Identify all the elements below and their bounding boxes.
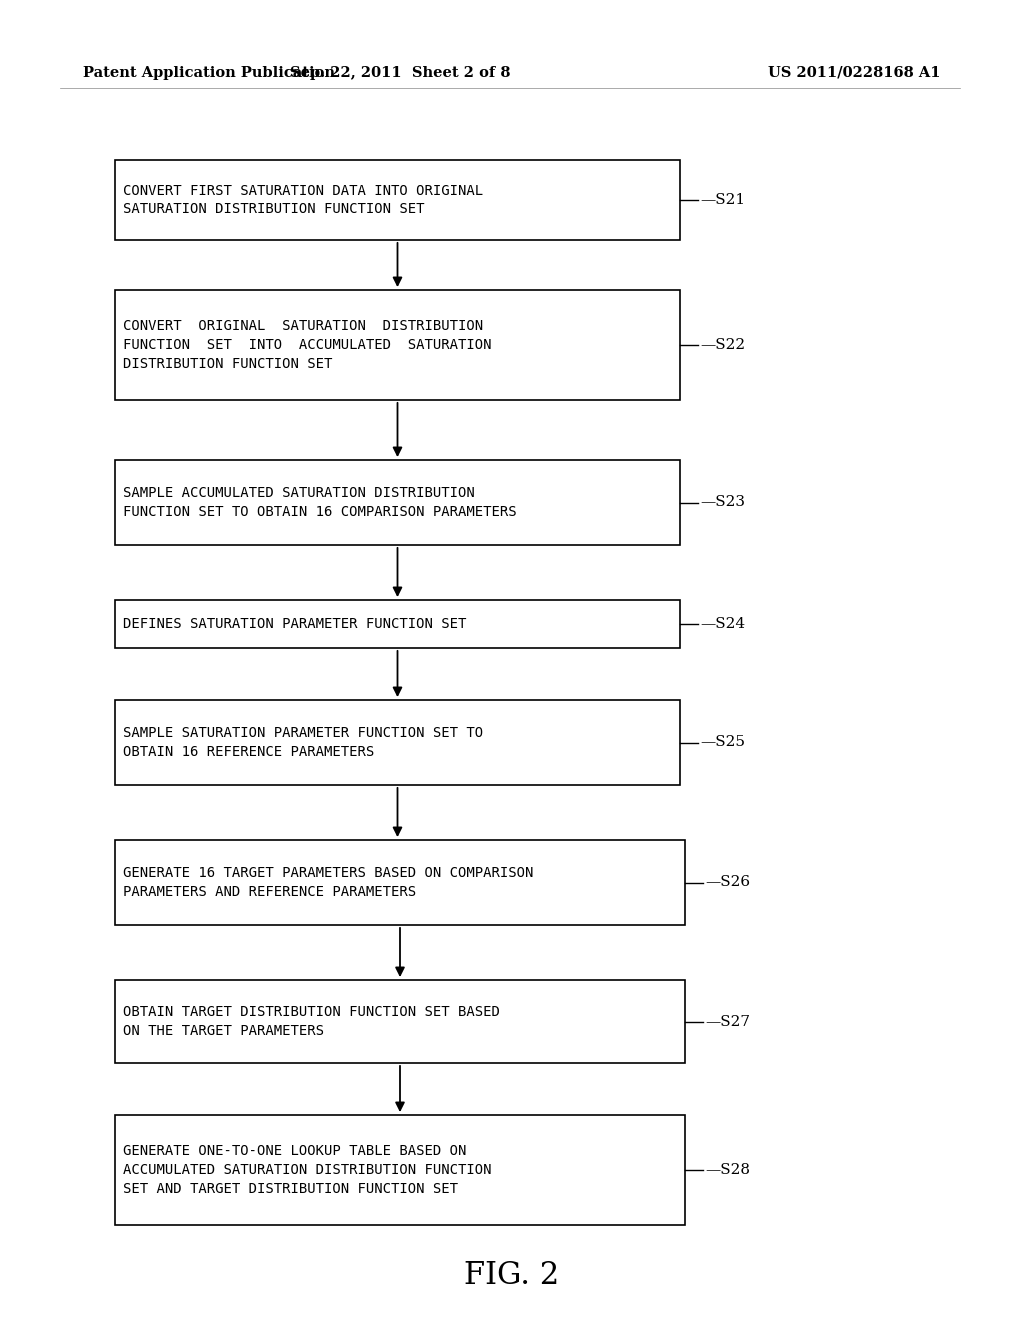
Bar (115, 160, 680, 240)
Text: —S24: —S24 (700, 616, 745, 631)
Text: SAMPLE SATURATION PARAMETER FUNCTION SET TO
OBTAIN 16 REFERENCE PARAMETERS: SAMPLE SATURATION PARAMETER FUNCTION SET… (123, 726, 483, 759)
Text: CONVERT  ORIGINAL  SATURATION  DISTRIBUTION
FUNCTION  SET  INTO  ACCUMULATED  SA: CONVERT ORIGINAL SATURATION DISTRIBUTION… (123, 319, 492, 371)
Text: —S26: —S26 (705, 875, 751, 890)
Bar (115, 601, 680, 648)
Text: GENERATE 16 TARGET PARAMETERS BASED ON COMPARISON
PARAMETERS AND REFERENCE PARAM: GENERATE 16 TARGET PARAMETERS BASED ON C… (123, 866, 534, 899)
Bar (115, 459, 680, 545)
Bar (115, 290, 680, 400)
Text: US 2011/0228168 A1: US 2011/0228168 A1 (768, 66, 940, 81)
Text: —S23: —S23 (700, 495, 745, 510)
Text: —S28: —S28 (705, 1163, 750, 1177)
Text: —S27: —S27 (705, 1015, 750, 1028)
Text: Sep. 22, 2011  Sheet 2 of 8: Sep. 22, 2011 Sheet 2 of 8 (290, 66, 510, 81)
Text: CONVERT FIRST SATURATION DATA INTO ORIGINAL
SATURATION DISTRIBUTION FUNCTION SET: CONVERT FIRST SATURATION DATA INTO ORIGI… (123, 183, 483, 216)
Text: GENERATE ONE-TO-ONE LOOKUP TABLE BASED ON
ACCUMULATED SATURATION DISTRIBUTION FU: GENERATE ONE-TO-ONE LOOKUP TABLE BASED O… (123, 1144, 492, 1196)
Bar (115, 840, 685, 925)
Bar (115, 700, 680, 785)
Text: —S22: —S22 (700, 338, 745, 352)
Text: FIG. 2: FIG. 2 (464, 1259, 560, 1291)
Text: SAMPLE ACCUMULATED SATURATION DISTRIBUTION
FUNCTION SET TO OBTAIN 16 COMPARISON : SAMPLE ACCUMULATED SATURATION DISTRIBUTI… (123, 486, 517, 519)
Text: DEFINES SATURATION PARAMETER FUNCTION SET: DEFINES SATURATION PARAMETER FUNCTION SE… (123, 616, 466, 631)
Bar (115, 979, 685, 1063)
Bar (115, 1115, 685, 1225)
Text: Patent Application Publication: Patent Application Publication (83, 66, 335, 81)
Text: OBTAIN TARGET DISTRIBUTION FUNCTION SET BASED
ON THE TARGET PARAMETERS: OBTAIN TARGET DISTRIBUTION FUNCTION SET … (123, 1005, 500, 1038)
Text: —S25: —S25 (700, 735, 745, 750)
Text: —S21: —S21 (700, 193, 745, 207)
